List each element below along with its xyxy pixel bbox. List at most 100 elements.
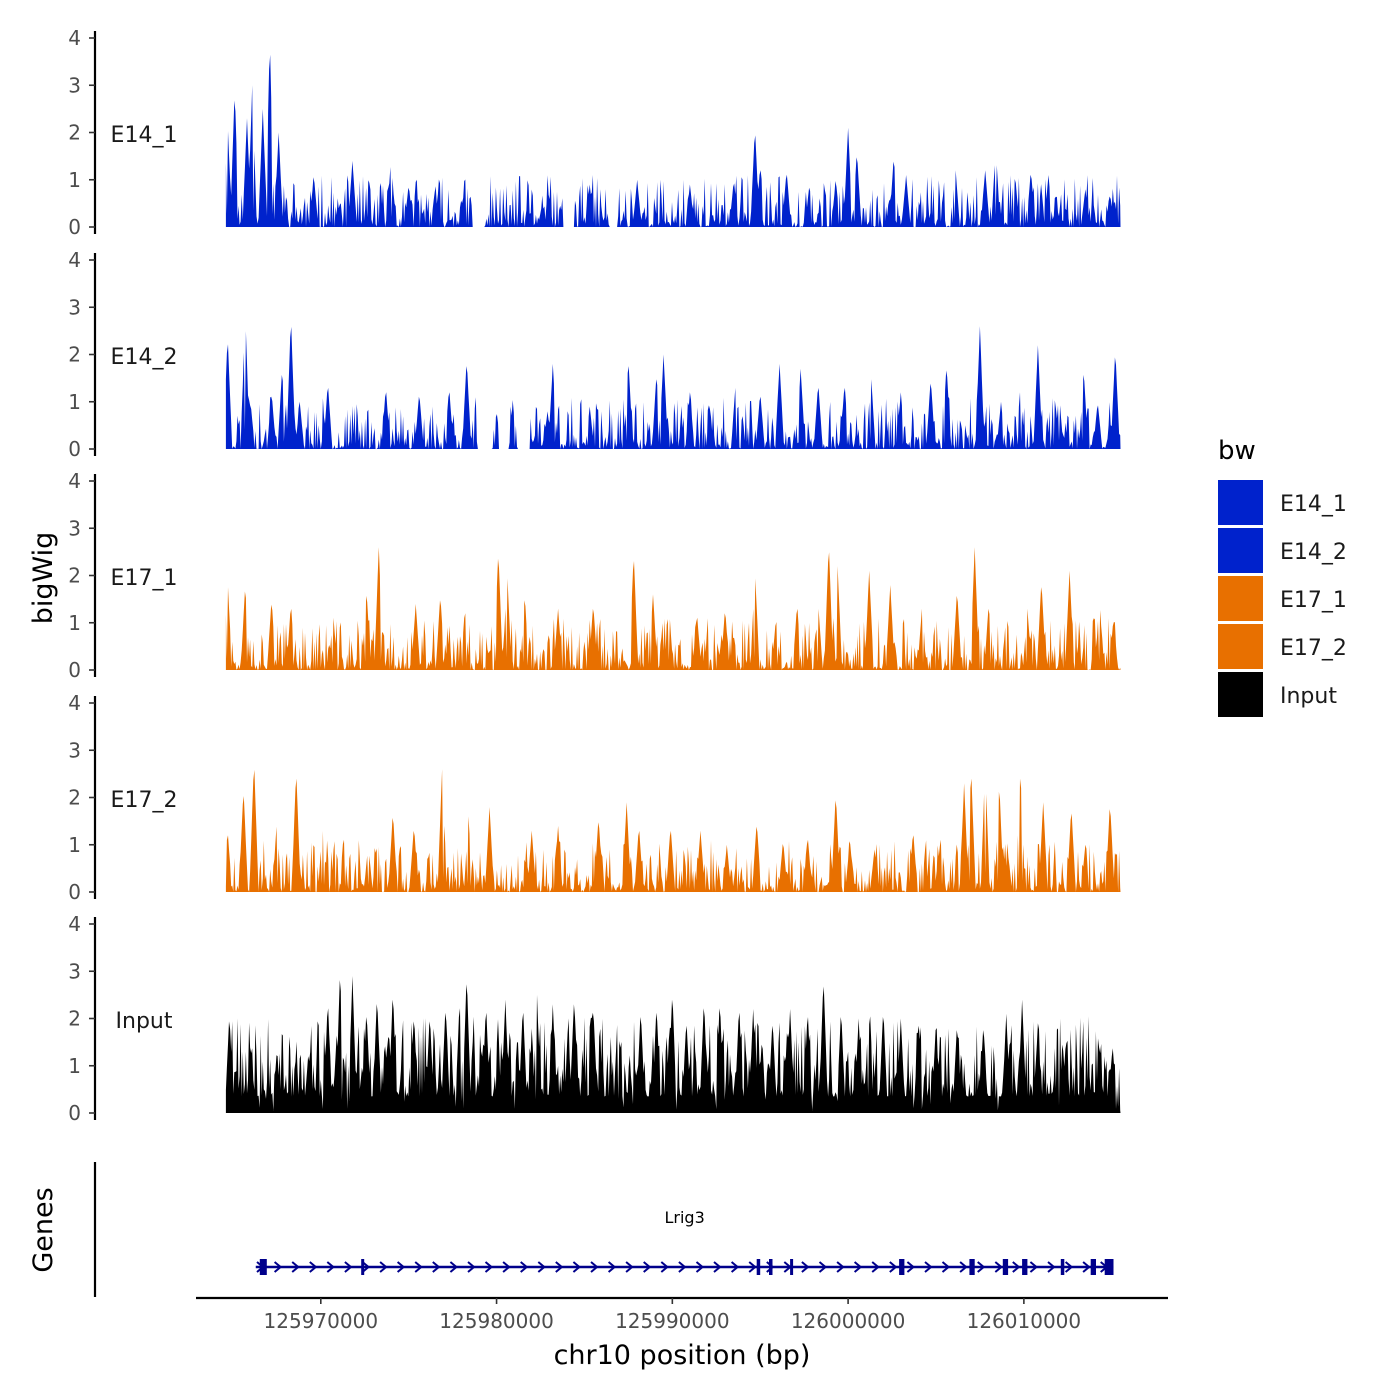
genes-axis-title: Genes xyxy=(28,1187,59,1272)
legend-label-E14_1: E14_1 xyxy=(1280,492,1347,517)
strand-arrow xyxy=(748,1261,757,1273)
y-tick-label: 1 xyxy=(68,611,81,635)
y-tick-label: 4 xyxy=(68,26,81,50)
legend-swatch-E17_1 xyxy=(1218,576,1263,621)
legend-swatch-E14_2 xyxy=(1218,528,1263,573)
x-tick-label: 126010000 xyxy=(967,1309,1082,1333)
strand-arrow xyxy=(713,1261,722,1273)
strand-arrow xyxy=(273,1261,283,1273)
y-tick-label: 2 xyxy=(68,564,81,588)
y-tick-label: 4 xyxy=(68,912,81,936)
legend-label-E17_1: E17_1 xyxy=(1280,588,1347,613)
exon xyxy=(1104,1259,1114,1275)
exon xyxy=(756,1259,761,1275)
strand-arrow xyxy=(344,1261,353,1273)
y-tick-label: 2 xyxy=(68,343,81,367)
y-tick-label: 0 xyxy=(68,215,81,239)
track-label-E17_1: E17_1 xyxy=(111,566,178,591)
exon xyxy=(361,1259,365,1275)
strand-arrow xyxy=(555,1261,564,1273)
strand-arrow xyxy=(941,1261,951,1273)
x-tick-label: 125990000 xyxy=(615,1309,730,1333)
strand-arrow xyxy=(484,1261,494,1273)
strand-arrow xyxy=(396,1261,406,1273)
genes-panel: Lrig3 xyxy=(93,1162,1114,1297)
strand-arrow xyxy=(590,1261,599,1273)
x-axis: 125970000 125980000 125990000 126000000 1260… xyxy=(196,1296,1168,1333)
y-tick-label: 2 xyxy=(68,121,81,145)
exon xyxy=(1002,1259,1009,1275)
strand-arrow xyxy=(959,1261,968,1273)
strand-arrow xyxy=(924,1261,933,1273)
exon xyxy=(1022,1259,1028,1275)
x-tick-label: 126000000 xyxy=(791,1309,906,1333)
exon xyxy=(790,1259,794,1275)
x-tick-label: 125980000 xyxy=(439,1309,554,1333)
strand-arrow xyxy=(625,1261,634,1273)
y-tick-label: 1 xyxy=(68,833,81,857)
legend-swatch-Input xyxy=(1218,672,1263,717)
y-tick-label: 4 xyxy=(68,691,81,715)
y-tick-label: 3 xyxy=(68,73,81,97)
track-Input: 0 1 2 3 4 Input xyxy=(68,912,1121,1125)
coverage-area-Input xyxy=(225,976,1121,1113)
strand-arrow xyxy=(572,1261,581,1273)
coverage-area-E17_1 xyxy=(225,547,1121,670)
strand-arrow xyxy=(379,1261,388,1273)
legend-swatch-E17_2 xyxy=(1218,624,1263,669)
strand-arrow xyxy=(326,1261,335,1273)
strand-arrow xyxy=(502,1261,511,1273)
strand-arrow xyxy=(695,1261,705,1273)
strand-arrow xyxy=(309,1261,318,1273)
y-tick-label: 2 xyxy=(68,786,81,810)
strand-arrow xyxy=(1029,1261,1038,1273)
strand-arrow xyxy=(361,1261,371,1273)
legend-label-E17_2: E17_2 xyxy=(1280,636,1347,661)
y-tick-label: 4 xyxy=(68,248,81,272)
strand-arrow xyxy=(730,1261,740,1273)
y-tick-label: 0 xyxy=(68,880,81,904)
strand-arrow xyxy=(414,1261,423,1273)
strand-arrow xyxy=(853,1261,863,1273)
strand-arrow xyxy=(994,1261,1003,1273)
legend-swatch-E14_1 xyxy=(1218,480,1263,525)
strand-arrow xyxy=(818,1261,828,1273)
y-tick-label: 1 xyxy=(68,1054,81,1078)
tracks-layer: 0 1 2 3 4 E14_1 0 1 2 3 4 E14_2 0 1 2 3 4 E17_1 0 1 2 3 4 E17_2… xyxy=(68,26,1121,1125)
strand-arrow xyxy=(1082,1261,1091,1273)
legend-title: bw xyxy=(1218,436,1256,466)
legend: bw E14_1 E14_2 E17_1 E17_2 Input xyxy=(1218,436,1347,717)
strand-arrow xyxy=(871,1261,880,1273)
strand-arrow xyxy=(291,1261,300,1273)
y-tick-label: 1 xyxy=(68,390,81,414)
strand-arrow xyxy=(537,1261,546,1273)
y-tick-label: 3 xyxy=(68,516,81,540)
strand-arrow xyxy=(766,1261,775,1273)
track-label-E14_2: E14_2 xyxy=(111,345,178,370)
exon xyxy=(1090,1259,1096,1275)
track-label-E17_2: E17_2 xyxy=(111,788,178,813)
y-tick-label: 3 xyxy=(68,738,81,762)
strand-arrow xyxy=(906,1261,915,1273)
track-label-Input: Input xyxy=(116,1009,173,1034)
coverage-area-E17_2 xyxy=(225,769,1121,892)
strand-arrow xyxy=(607,1261,617,1273)
y-tick-label: 3 xyxy=(68,959,81,983)
coverage-area-E14_2 xyxy=(225,326,1121,449)
strand-arrow xyxy=(520,1261,529,1273)
strand-arrow xyxy=(660,1261,669,1273)
legend-label-Input: Input xyxy=(1280,684,1337,709)
x-axis-title: chr10 position (bp) xyxy=(554,1340,811,1371)
gene-label: Lrig3 xyxy=(664,1208,704,1227)
legend-label-E14_2: E14_2 xyxy=(1280,540,1347,565)
strand-arrow xyxy=(1012,1261,1021,1273)
y-tick-label: 0 xyxy=(68,658,81,682)
strand-arrow xyxy=(977,1261,986,1273)
y-axis-title: bigWig xyxy=(28,532,59,625)
exon xyxy=(1060,1259,1065,1275)
strand-arrow xyxy=(449,1261,458,1273)
track-E14_2: 0 1 2 3 4 E14_2 xyxy=(68,248,1121,461)
coverage-area-E14_1 xyxy=(225,54,1121,228)
track-E14_1: 0 1 2 3 4 E14_1 xyxy=(68,26,1121,239)
